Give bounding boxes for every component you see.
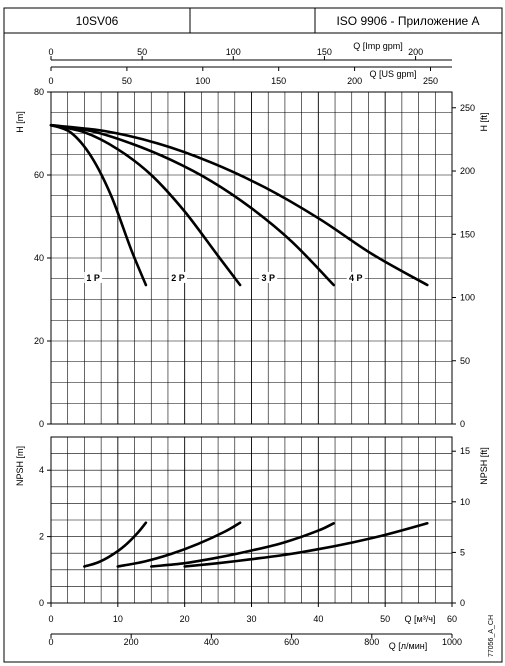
head-curves: [49, 123, 429, 287]
head-ylabel-right: H [ft]: [479, 112, 489, 131]
aux-tick-label: 200: [124, 637, 139, 647]
aux-tick-label: 800: [364, 637, 379, 647]
npsh-curves: [83, 521, 429, 568]
aux-tick-label: 600: [284, 637, 299, 647]
x-ticks-m3h: 0 10 20 30 40 50 60: [48, 603, 457, 624]
head-y-tick-label: 40: [34, 253, 44, 263]
head-curve-label-3: 3 P: [261, 273, 275, 283]
npsh-curve-1: [83, 521, 148, 568]
head-y-tick-label: 0: [39, 419, 44, 429]
npsh-y-tick-label: 0: [39, 598, 44, 608]
head-ylabel: H [m]: [15, 111, 25, 133]
aux-tick-label: 400: [204, 637, 219, 647]
head-y-tick-label: 60: [34, 170, 44, 180]
x-tick-label-m3h: 40: [313, 614, 323, 624]
outer-frame: [3, 32, 503, 663]
npsh-y-tick-label: 4: [39, 465, 44, 475]
aux-tick-label: 0: [48, 637, 53, 647]
head-y-ticks: 0 20 40 60 80: [34, 87, 51, 429]
head-y-right-tick-label: 150: [460, 229, 475, 239]
npsh-y-right-tick-label: 10: [460, 497, 470, 507]
head-curve-4: [49, 123, 429, 287]
aux-tick-label: 0: [48, 76, 53, 86]
head-y-right-tick-label: 250: [460, 103, 475, 113]
head-y-right-tick-label: 0: [460, 419, 465, 429]
npsh-curve-3: [150, 522, 335, 568]
header-model: 10SV06: [76, 14, 119, 28]
head-plot-grid: [50, 91, 453, 425]
aux-tick-label: 0: [48, 47, 53, 57]
npsh-y-right-tick-label: 5: [460, 547, 465, 557]
top-flow-scales: Q [Imp gpm] Q [US gpm] 0 50 100 150 200 0 50 10…: [48, 41, 452, 86]
npsh-y-right-tick-label: 15: [460, 446, 470, 456]
document-code: 77056_A_CH: [488, 615, 495, 657]
x-ticks-l-min: 0 200 400 600 800 1000: [48, 634, 462, 647]
head-curve-2: [49, 123, 242, 287]
head-curve-label-1: 1 P: [86, 273, 100, 283]
aux-tick-label: 1000: [442, 637, 462, 647]
head-curve-1: [49, 123, 148, 287]
aux-tick-label: 150: [271, 76, 286, 86]
x-axis-label-l-min: Q [л/мин]: [389, 641, 427, 651]
aux-tick-label: 250: [423, 76, 438, 86]
head-curve-label-4: 4 P: [349, 273, 363, 283]
npsh-y-ticks: 0 2 4: [39, 465, 51, 608]
x-tick-label-m3h: 30: [246, 614, 256, 624]
head-y-right-tick-label: 100: [460, 293, 475, 303]
npsh-ylabel: NPSH [m]: [15, 446, 25, 486]
aux-tick-label: 100: [226, 47, 241, 57]
npsh-curve-2: [116, 521, 242, 568]
x-tick-label-m3h: 0: [48, 614, 53, 624]
aux-tick-label: 50: [122, 76, 132, 86]
head-curve-label-bg: [259, 271, 278, 283]
x-tick-label-m3h: 60: [447, 614, 457, 624]
head-curve-label-bg: [346, 271, 365, 283]
head-y-right-tick-label: 50: [460, 356, 470, 366]
imp-gpm-axis-label: Q [Imp gpm]: [353, 41, 403, 51]
npsh-y-ticks-right: 0 5 10 15: [452, 446, 470, 608]
x-tick-label-m3h: 50: [380, 614, 390, 624]
head-curve-label-bg: [168, 271, 187, 283]
header-standard: ISO 9906 - Приложение A: [336, 14, 479, 28]
npsh-ylabel-right: NPSH [ft]: [479, 447, 489, 485]
aux-tick-label: 200: [347, 76, 362, 86]
npsh-curve-4: [183, 522, 429, 568]
npsh-y-tick-label: 2: [39, 532, 44, 542]
head-y-ticks-right: 0 50 100 150 200 250: [452, 103, 475, 429]
head-curve-label-bg: [84, 271, 103, 283]
aux-tick-label: 50: [137, 47, 147, 57]
aux-tick-label: 150: [317, 47, 332, 57]
npsh-y-right-tick-label: 0: [460, 598, 465, 608]
head-y-tick-label: 20: [34, 336, 44, 346]
x-tick-label-m3h: 10: [113, 614, 123, 624]
head-y-right-tick-label: 200: [460, 166, 475, 176]
npsh-plot-grid: [50, 436, 453, 604]
header-box: 10SV06 ISO 9906 - Приложение A: [3, 7, 503, 34]
head-y-tick-label: 80: [34, 87, 44, 97]
aux-tick-label: 200: [408, 47, 423, 57]
x-tick-label-m3h: 20: [180, 614, 190, 624]
us-gpm-axis-label: Q [US gpm]: [369, 69, 416, 79]
aux-tick-label: 100: [195, 76, 210, 86]
x-axis-label-m3h: Q [м³/ч]: [405, 614, 436, 624]
head-curve-labels: 1 P 2 P 3 P 4 P: [84, 271, 365, 283]
head-curve-label-2: 2 P: [171, 273, 185, 283]
head-curve-3: [49, 123, 335, 287]
